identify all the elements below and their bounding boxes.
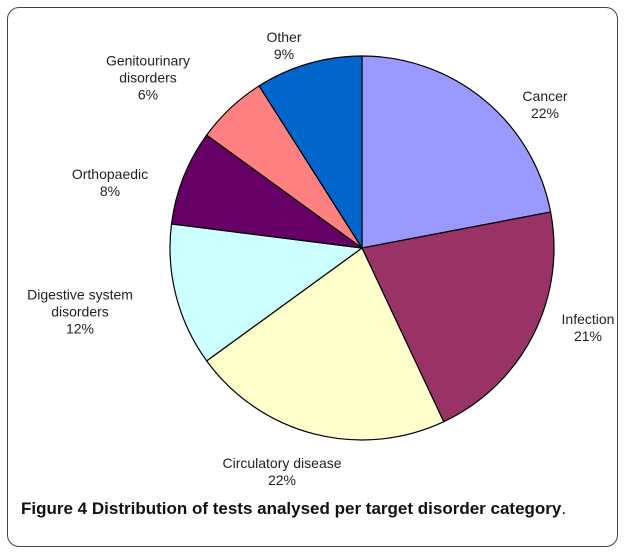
figure-caption: Figure 4 Distribution of tests analysed … — [21, 497, 607, 521]
category-name: Circulatory disease — [222, 455, 342, 471]
slice-label: Genitourinary disorders 6% — [93, 53, 203, 104]
percent-label: 9% — [273, 46, 295, 62]
slice-label: Cancer 22% — [465, 88, 625, 122]
pie-slice — [205, 247, 445, 441]
category-name: Cancer — [522, 88, 568, 104]
percent-label: 22% — [530, 105, 560, 121]
category-name: Orthopaedic — [71, 166, 149, 182]
category-name: Infection — [561, 311, 615, 327]
percent-label: 6% — [137, 86, 159, 103]
percent-label: 8% — [99, 183, 121, 199]
caption-text: Distribution of tests analysed per targe… — [91, 499, 562, 518]
percent-label: 12% — [65, 320, 95, 337]
caption-end: . — [561, 499, 567, 518]
category-name: Genitourinary disorders — [105, 52, 191, 86]
pie-slice — [361, 55, 552, 249]
figure-frame — [7, 7, 618, 547]
slice-label: Orthopaedic 8% — [30, 166, 190, 200]
slice-label: Infection 21% — [508, 311, 627, 345]
pie-slice — [258, 55, 363, 251]
slice-label: Digestive system disorders 12% — [15, 287, 145, 338]
percent-label: 22% — [267, 472, 297, 488]
slice-label: Circulatory disease 22% — [182, 455, 382, 489]
caption-label: Figure 4 — [21, 499, 88, 518]
pie-slice — [170, 134, 363, 249]
pie-slice — [169, 223, 364, 362]
pie-slice — [361, 211, 555, 423]
slice-label: Other 9% — [204, 29, 364, 63]
category-name: Digestive system disorders — [27, 286, 133, 320]
percent-label: 21% — [573, 328, 603, 344]
category-name: Other — [266, 29, 302, 45]
